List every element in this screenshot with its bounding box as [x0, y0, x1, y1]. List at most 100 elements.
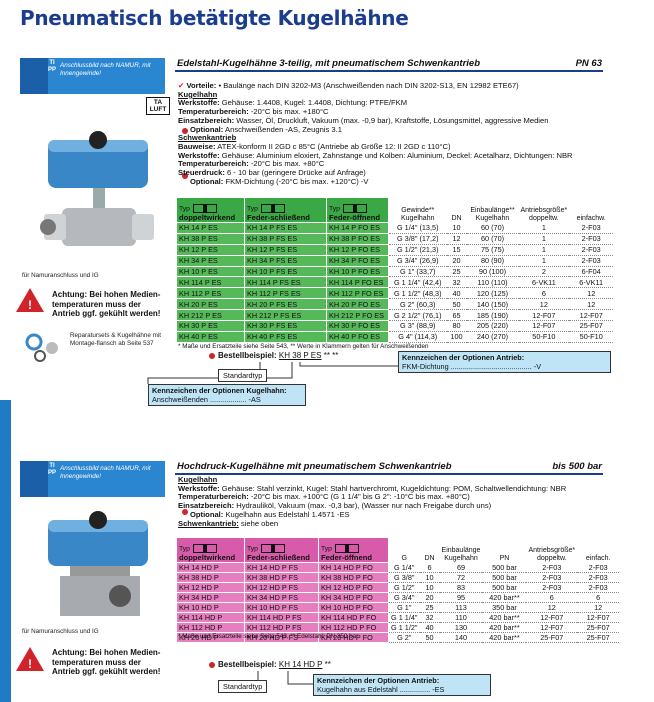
type-header: Typ Feder-öffnend — [326, 197, 389, 223]
spec-cell: 2 — [518, 266, 570, 278]
spec-cell: 6 — [419, 562, 440, 573]
spec-cell: G 2" — [388, 632, 420, 643]
spec-line: Temperaturbereich: -20°C bis max. +180°C — [178, 107, 603, 117]
type-cell: KH 112 HD P FS — [244, 622, 319, 633]
spec-header: Einbaulänge** Kugelhahn — [467, 198, 519, 223]
type-cell: KH 30 P ES — [176, 320, 245, 332]
spec-cell: G 1/2" — [388, 582, 420, 593]
spec-line: Schwenkantrieb — [178, 133, 603, 143]
spec-header: Gewinde** Kugelhahn — [389, 198, 447, 223]
spec-cell: 2-F03 — [526, 572, 578, 583]
section-heading: Edelstahl-Kugelhähne 3-teilig, mit pneum… — [177, 58, 481, 69]
spec-header: DN — [447, 198, 467, 223]
spec-line: Kugelhahn — [178, 475, 603, 485]
spec-cell: 60 (70) — [466, 233, 519, 245]
option-box: Kennzeichen der Optionen Antrieb: Kugelha… — [313, 674, 491, 696]
line-heading: Schwenkantrieb — [178, 133, 237, 143]
tip-label: TIPP — [48, 60, 57, 73]
header-text: doppeltwirkend — [179, 213, 236, 222]
spec-cell: G 3/8" — [388, 572, 420, 583]
type-cell: KH 212 P ES — [176, 309, 245, 322]
type-header: Typ Feder-schließend — [244, 537, 319, 563]
type-cell: KH 212 P FO ES — [326, 309, 389, 322]
spec-cell: 12 — [569, 298, 614, 311]
header-line: Einbaulänge — [441, 546, 481, 554]
svg-text:!: ! — [28, 298, 32, 312]
spec-cell: G 2" (60,3) — [388, 298, 447, 311]
tip-box: TIPP Anschlussbild nach NAMUR, mit Innen… — [20, 58, 165, 94]
table-row: KH 12 HD P KH 12 HD P FS KH 12 HD P FO G 1/… — [176, 582, 620, 593]
spec-cell: 240 (270) — [466, 331, 519, 343]
spec-line: Schwenkantrieb: siehe oben — [178, 518, 603, 529]
order-label: Bestellbeispiel: — [218, 660, 277, 669]
line-label: Temperaturbereich: — [178, 159, 249, 169]
header-line: Kugelhahn — [475, 214, 510, 222]
spec-cell: 12 — [526, 602, 578, 613]
header-text: Typ — [329, 205, 340, 213]
tip-text: Anschlussbild nach NAMUR, mit Innengewin… — [60, 465, 151, 480]
table-row: KH 114 P ES KH 114 P FS ES KH 114 P FO ES G… — [176, 276, 614, 289]
type-cell: KH 40 P FO ES — [326, 330, 389, 343]
spec-cell: 1 — [518, 222, 570, 234]
header-text: Feder-öffnend — [329, 213, 381, 222]
spec-cell: G 1 1/4" (42,4) — [388, 276, 447, 289]
option-text: FKM-Dichtung ...........................… — [402, 362, 542, 371]
table-row: KH 212 P ES KH 212 P FS ES KH 212 P FO ES G… — [176, 309, 614, 322]
table-row: KH 20 HD P KH 20 HD P FS KH 20 HD P FO G 2"… — [176, 632, 620, 643]
line-text: 6 - 10 bar (geringere Drücke auf Anfrage… — [226, 168, 366, 178]
type-icon — [192, 204, 217, 213]
spec-line: Optional: Anschweißenden -AS, Zeugnis 3.… — [178, 124, 603, 135]
type-cell: KH 10 HD P — [176, 602, 245, 613]
header-line: doppeltw. — [529, 214, 559, 222]
spec-cell: 420 bar** — [482, 632, 527, 643]
table-row: KH 38 P ES KH 38 P FS ES KH 38 P FO ES G 3/… — [176, 232, 614, 245]
spec-cell: G 1" — [388, 602, 420, 613]
spec-cell: 40 — [446, 287, 467, 300]
option-box: Kennzeichen der Optionen Kugelhahn: Ansch… — [148, 384, 306, 406]
type-cell: KH 34 HD P FS — [244, 592, 319, 603]
line-optional: Optional: — [190, 124, 224, 134]
line-label: Vorteile: — [186, 81, 217, 90]
header-line: Typ — [247, 204, 324, 213]
table-row: KH 112 P ES KH 112 P FS ES KH 112 P FO ES G… — [176, 287, 614, 300]
spec-header: DN — [420, 538, 440, 563]
spec-line: ✔ Vorteile: • Baulänge nach DIN 3202-M3 … — [178, 81, 603, 91]
spec-line: Werkstoffe: Gehäuse: Aluminium eloxiert,… — [178, 151, 603, 161]
spec-cell: 2-F03 — [526, 562, 578, 573]
type-cell: KH 10 HD P FO — [318, 602, 389, 613]
line-label: Einsatzbereich: — [178, 501, 235, 511]
spec-cell: 15 — [446, 244, 467, 256]
spec-cell: G 4" (114,3) — [388, 331, 447, 343]
spec-cell: 6 — [526, 592, 578, 603]
spec-cell: 2-F03 — [569, 222, 614, 234]
spec-cell: 50 — [419, 632, 440, 643]
spec-cell: 120 (125) — [466, 287, 519, 300]
line-label: Temperaturbereich: — [178, 107, 249, 117]
line-heading: Schwenkantrieb: — [178, 518, 239, 528]
spec-cell: 25-F07 — [577, 632, 620, 643]
spec-cell: 2-F03 — [577, 572, 620, 583]
table-row: KH 10 HD P KH 10 HD P FS KH 10 HD P FO G 1"… — [176, 602, 620, 613]
line-text: Anschweißenden -AS, Zeugnis 3.1 — [225, 124, 342, 134]
spec-cell: 110 (110) — [466, 276, 519, 289]
line-label: Temperaturbereich: — [178, 492, 249, 502]
option-text: Kugelhahn aus Edelstahl ............... … — [317, 685, 445, 694]
line-text: Hydrauliköl, Vakuum (max. -0,3 bar), (Wa… — [236, 501, 492, 511]
type-cell: KH 38 P FO ES — [326, 232, 389, 245]
line-text: -20°C bis max. +100°C (G 1 1/4" bis G 2"… — [250, 492, 470, 502]
spec-cell: G 1 1/2" — [388, 622, 420, 633]
type-cell: KH 114 HD P FS — [244, 612, 319, 623]
spec-cell: G 2 1/2" (76,1) — [388, 309, 447, 322]
tip-icon — [20, 461, 48, 497]
order-code: KH 38 P ES — [278, 351, 322, 360]
spec-line: Kugelhahn — [178, 90, 603, 100]
type-cell: KH 112 P ES — [176, 287, 245, 300]
type-cell: KH 34 HD P FO — [318, 592, 389, 603]
spec-cell: 65 — [446, 309, 467, 322]
spec-cell: 500 bar — [482, 562, 527, 573]
tip-icon — [20, 58, 48, 94]
spec-line: Einsatzbereich: Hydrauliköl, Vakuum (max… — [178, 501, 603, 511]
spec-cell: 25-F07 — [577, 622, 620, 633]
spec-cell: 350 bar — [482, 602, 527, 613]
order-label: Bestellbeispiel: — [218, 351, 277, 360]
